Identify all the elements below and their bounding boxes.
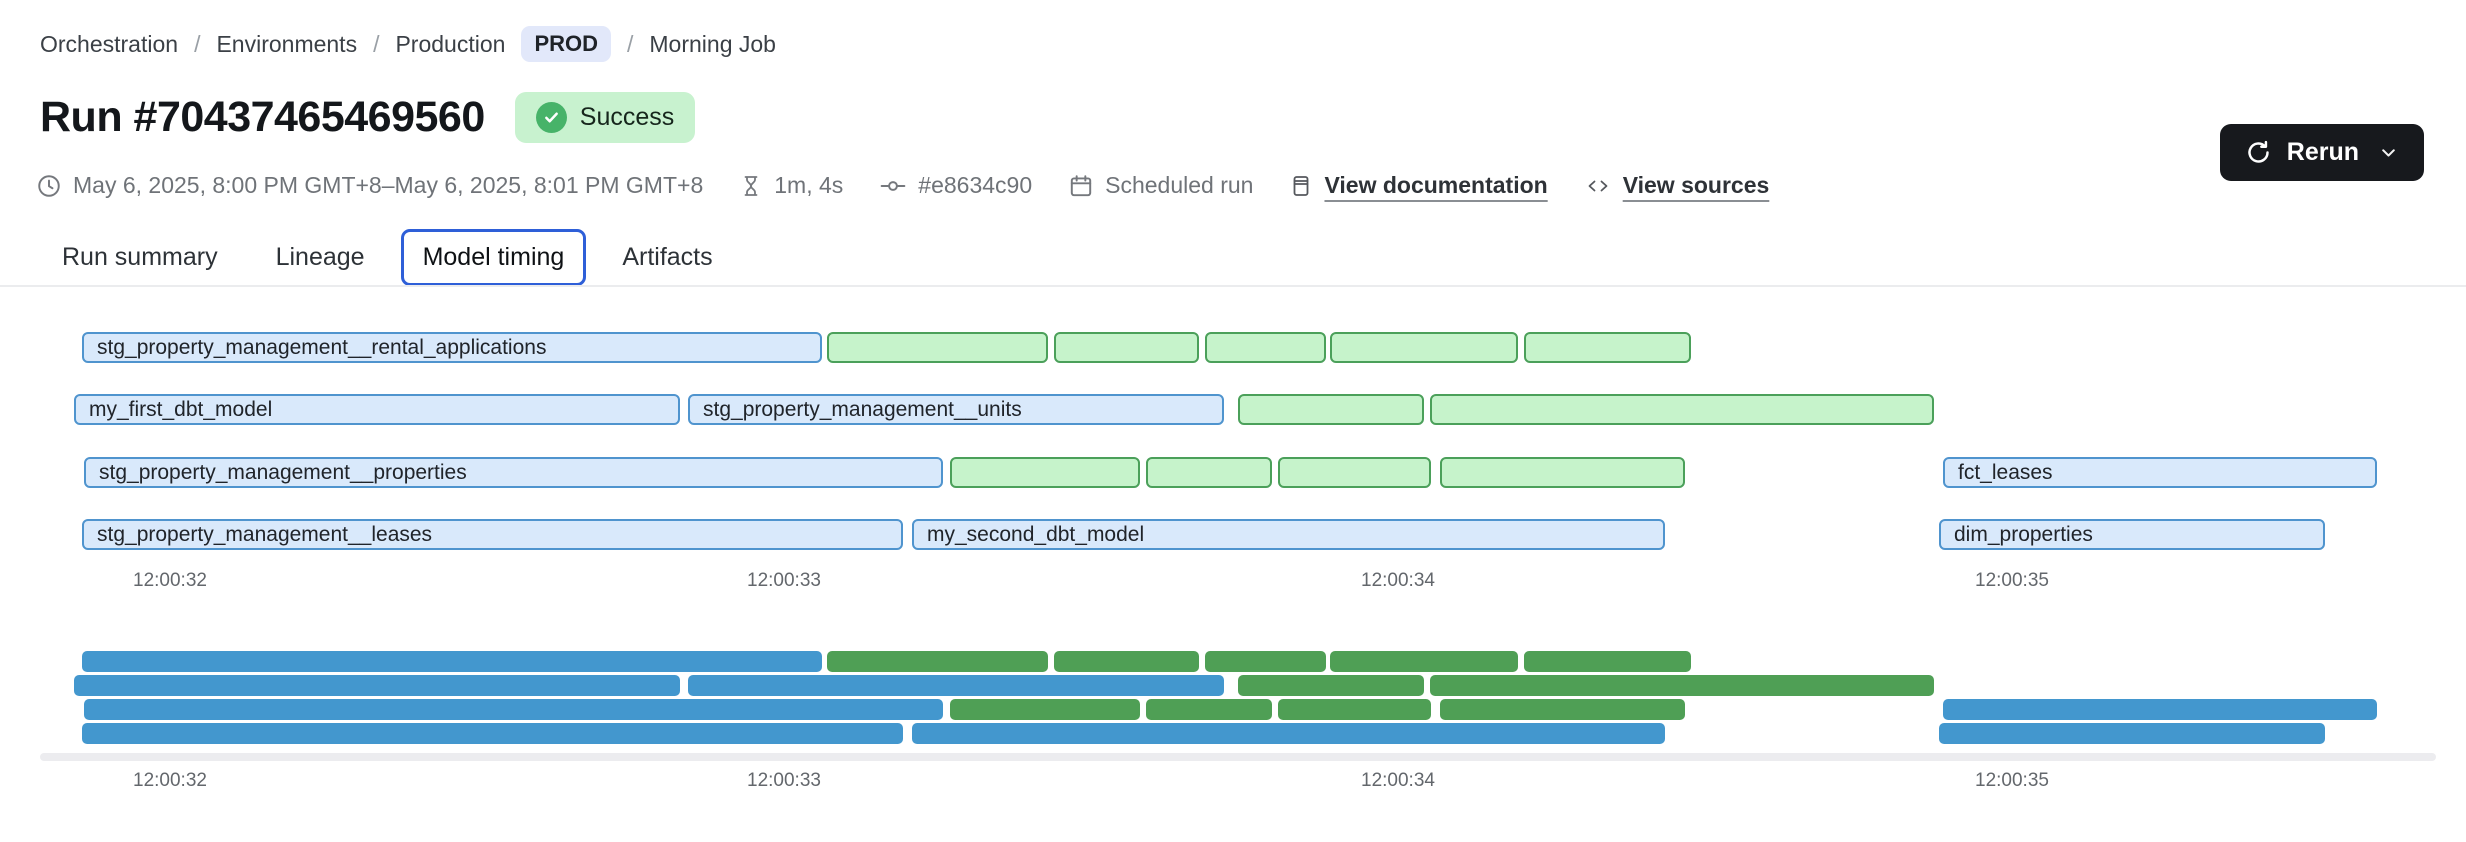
minimap-model-bar bbox=[74, 675, 680, 696]
gantt-tick-label: 12:00:34 bbox=[1361, 570, 1435, 591]
breadcrumb-separator: / bbox=[194, 30, 201, 57]
clock-icon bbox=[36, 173, 62, 199]
gantt-row-3: stg_property_management__properties fct_l… bbox=[0, 457, 2466, 488]
title-row: Run #70437465469560 Success bbox=[40, 92, 696, 143]
status-badge: Success bbox=[514, 92, 696, 143]
gantt-row-2: my_first_dbt_model stg_property_managemen… bbox=[0, 394, 2466, 425]
minimap-test-bar bbox=[1238, 675, 1424, 696]
gantt-bar-my_second_dbt_model[interactable]: my_second_dbt_model bbox=[912, 519, 1665, 550]
commit-icon bbox=[879, 173, 907, 199]
chevron-down-icon bbox=[2378, 142, 2399, 163]
gantt-test-bar[interactable] bbox=[1146, 457, 1272, 488]
gantt-test-bar[interactable] bbox=[1430, 394, 1934, 425]
run-time-range-text: May 6, 2025, 8:00 PM GMT+8–May 6, 2025, … bbox=[73, 172, 704, 198]
gantt-test-bar[interactable] bbox=[1524, 332, 1691, 363]
minimap-row-3 bbox=[0, 699, 2466, 720]
gantt-test-bar[interactable] bbox=[1278, 457, 1431, 488]
tab-bar: Run summary Lineage Model timing Artifac… bbox=[40, 229, 735, 286]
breadcrumb-separator: / bbox=[627, 30, 634, 57]
minimap-test-bar bbox=[1205, 651, 1326, 672]
minimap-row-1 bbox=[0, 651, 2466, 672]
tab-run-summary[interactable]: Run summary bbox=[62, 243, 218, 271]
run-metadata-row: May 6, 2025, 8:00 PM GMT+8–May 6, 2025, … bbox=[36, 172, 1769, 199]
gantt-bar-dim_properties[interactable]: dim_properties bbox=[1939, 519, 2325, 550]
gantt-tick-label: 12:00:35 bbox=[1975, 570, 2049, 591]
breadcrumb: Orchestration / Environments / Productio… bbox=[40, 26, 776, 62]
minimap-model-bar bbox=[82, 723, 903, 744]
breadcrumb-environments[interactable]: Environments bbox=[216, 30, 358, 57]
minimap-row-2 bbox=[0, 675, 2466, 696]
minimap-row-4 bbox=[0, 723, 2466, 744]
tab-bar-divider bbox=[0, 285, 2466, 287]
run-duration: 1m, 4s bbox=[739, 172, 843, 199]
success-check-icon bbox=[535, 102, 567, 133]
commit-ref: #e8634c90 bbox=[879, 172, 1032, 199]
view-documentation-link[interactable]: View documentation bbox=[1289, 172, 1548, 199]
minimap-test-bar bbox=[1054, 651, 1199, 672]
minimap-tick-label: 12:00:32 bbox=[133, 770, 207, 791]
gantt-test-bar[interactable] bbox=[950, 457, 1140, 488]
tab-lineage[interactable]: Lineage bbox=[275, 243, 365, 271]
minimap-model-bar bbox=[1943, 699, 2377, 720]
gantt-row-1: stg_property_management__rental_applicat… bbox=[0, 332, 2466, 363]
view-sources-label[interactable]: View sources bbox=[1622, 172, 1770, 198]
gantt-bar-fct_leases[interactable]: fct_leases bbox=[1943, 457, 2377, 488]
minimap-test-bar bbox=[950, 699, 1140, 720]
breadcrumb-production[interactable]: Production bbox=[395, 30, 506, 57]
commit-ref-text: #e8634c90 bbox=[918, 172, 1033, 198]
status-badge-label: Success bbox=[579, 103, 675, 131]
minimap-model-bar bbox=[688, 675, 1224, 696]
gantt-test-bar[interactable] bbox=[1054, 332, 1199, 363]
breadcrumb-morning-job[interactable]: Morning Job bbox=[649, 30, 776, 57]
gantt-tick-label: 12:00:32 bbox=[133, 570, 207, 591]
tab-artifacts[interactable]: Artifacts bbox=[622, 243, 713, 271]
run-trigger-text: Scheduled run bbox=[1105, 172, 1254, 198]
gantt-test-bar[interactable] bbox=[1238, 394, 1424, 425]
minimap-model-bar bbox=[912, 723, 1665, 744]
gantt-bar-my_first_dbt_model[interactable]: my_first_dbt_model bbox=[74, 394, 680, 425]
minimap-tick-label: 12:00:35 bbox=[1975, 770, 2049, 791]
minimap-model-bar bbox=[1939, 723, 2325, 744]
documentation-icon bbox=[1289, 173, 1313, 199]
minimap-model-bar bbox=[82, 651, 822, 672]
minimap-test-bar bbox=[1146, 699, 1272, 720]
gantt-test-bar[interactable] bbox=[1330, 332, 1518, 363]
minimap-tick-label: 12:00:33 bbox=[747, 770, 821, 791]
refresh-icon bbox=[2245, 139, 2272, 166]
minimap-test-bar bbox=[1440, 699, 1685, 720]
view-documentation-label[interactable]: View documentation bbox=[1324, 172, 1548, 198]
gantt-bar-stg_property_management__leases[interactable]: stg_property_management__leases bbox=[82, 519, 903, 550]
rerun-button-label: Rerun bbox=[2286, 138, 2359, 166]
page-title: Run #70437465469560 bbox=[40, 93, 485, 141]
gantt-bar-stg_property_management__rental_applications[interactable]: stg_property_management__rental_applicat… bbox=[82, 332, 822, 363]
gantt-test-bar[interactable] bbox=[827, 332, 1048, 363]
breadcrumb-orchestration[interactable]: Orchestration bbox=[40, 30, 179, 57]
minimap-test-bar bbox=[1524, 651, 1691, 672]
gantt-bar-stg_property_management__units[interactable]: stg_property_management__units bbox=[688, 394, 1224, 425]
gantt-test-bar[interactable] bbox=[1440, 457, 1685, 488]
gantt-row-4: stg_property_management__leases my_second… bbox=[0, 519, 2466, 550]
tab-model-timing[interactable]: Model timing bbox=[400, 229, 587, 286]
minimap-test-bar bbox=[1278, 699, 1431, 720]
minimap-test-bar bbox=[827, 651, 1048, 672]
minimap-test-bar bbox=[1330, 651, 1518, 672]
run-time-range: May 6, 2025, 8:00 PM GMT+8–May 6, 2025, … bbox=[36, 172, 703, 199]
environment-badge: PROD bbox=[521, 26, 611, 62]
minimap-model-bar bbox=[84, 699, 943, 720]
gantt-tick-label: 12:00:33 bbox=[747, 570, 821, 591]
run-trigger: Scheduled run bbox=[1068, 172, 1253, 199]
view-sources-link[interactable]: View sources bbox=[1584, 172, 1770, 199]
scrollbar-track[interactable] bbox=[40, 753, 2436, 761]
gantt-bar-stg_property_management__properties[interactable]: stg_property_management__properties bbox=[84, 457, 943, 488]
run-duration-text: 1m, 4s bbox=[774, 172, 844, 198]
rerun-button[interactable]: Rerun bbox=[2219, 124, 2424, 181]
calendar-icon bbox=[1068, 173, 1094, 199]
minimap-test-bar bbox=[1430, 675, 1934, 696]
breadcrumb-separator: / bbox=[373, 30, 380, 57]
gantt-test-bar[interactable] bbox=[1205, 332, 1326, 363]
minimap-tick-label: 12:00:34 bbox=[1361, 770, 1435, 791]
hourglass-icon bbox=[739, 173, 763, 199]
code-icon bbox=[1584, 174, 1612, 198]
